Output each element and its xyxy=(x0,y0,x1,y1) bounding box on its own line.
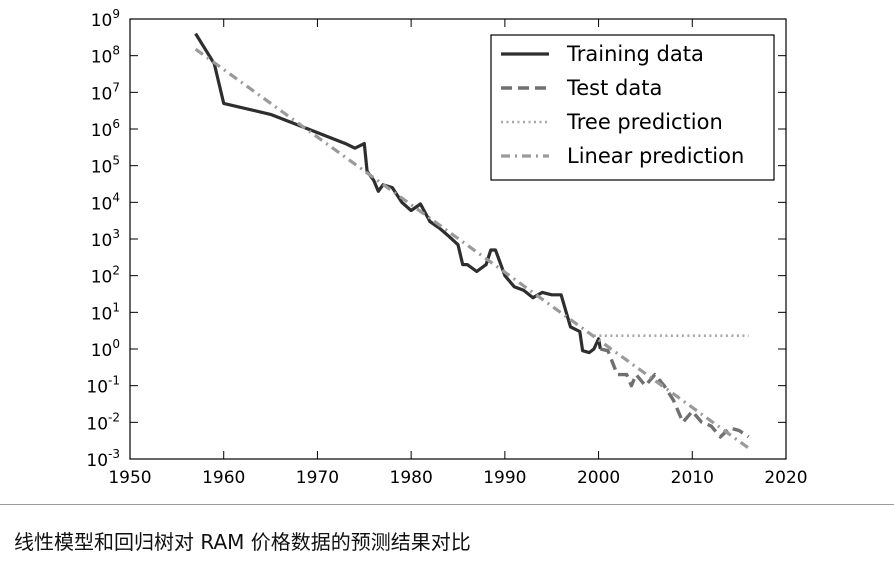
x-tick-label: 2020 xyxy=(764,468,807,488)
y-tick-label: 108 xyxy=(91,44,120,68)
y-tick-label: 109 xyxy=(91,7,120,31)
y-tick-label: 10-1 xyxy=(86,374,120,398)
ram-price-chart: 1950 1960 1970 1980 1990 2000 2010 2020 10-3 10-2… xyxy=(86,7,807,488)
chart-figure: 1950 1960 1970 1980 1990 2000 2010 2020 10-3 10-2… xyxy=(86,7,807,488)
x-tick-label: 1970 xyxy=(296,468,339,488)
x-tick-label: 1980 xyxy=(390,468,433,488)
y-tick-label: 100 xyxy=(91,337,120,361)
y-tick-label: 10-3 xyxy=(86,447,120,471)
y-tick-label: 107 xyxy=(91,80,120,104)
series-line-linear-prediction xyxy=(194,47,750,450)
ticks-layer: 1950 1960 1970 1980 1990 2000 2010 2020 10-3 10-2… xyxy=(86,7,807,488)
x-tick-label: 2010 xyxy=(671,468,714,488)
x-tick-label: 1960 xyxy=(202,468,245,488)
y-tick-label: 105 xyxy=(91,154,120,178)
x-tick-label: 1990 xyxy=(483,468,526,488)
y-tick-label: 10-2 xyxy=(86,410,120,434)
legend-label: Test data xyxy=(566,76,662,100)
legend-label: Training data xyxy=(566,42,704,66)
y-tick-label: 102 xyxy=(91,264,120,288)
legend: Training data Test data Tree prediction Lin… xyxy=(490,34,775,181)
x-tick-label: 1950 xyxy=(108,468,151,488)
y-tick-label: 106 xyxy=(91,117,120,141)
legend-label: Linear prediction xyxy=(567,144,744,168)
x-tick-label: 2000 xyxy=(577,468,620,488)
caption-divider xyxy=(0,504,894,505)
legend-label: Tree prediction xyxy=(566,110,723,134)
series-layer xyxy=(194,32,750,450)
legend-box xyxy=(490,34,775,181)
figure-caption: 线性模型和回归树对 RAM 价格数据的预测结果对比 xyxy=(14,530,471,554)
y-tick-label: 101 xyxy=(91,300,120,324)
y-tick-label: 103 xyxy=(91,227,120,251)
series-line-training-data xyxy=(194,32,602,355)
series-line-test-data xyxy=(600,347,750,439)
y-tick-label: 104 xyxy=(91,190,120,214)
